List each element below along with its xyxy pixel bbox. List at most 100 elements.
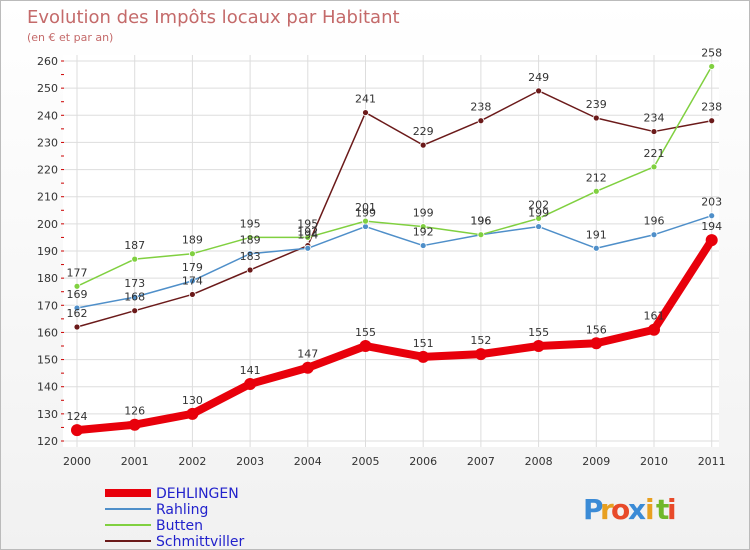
brand-logo-letter: t <box>656 493 669 526</box>
brand-logo-letter: P <box>583 493 604 526</box>
x-tick-label: 2002 <box>178 455 206 468</box>
y-tick-label: 140 <box>37 381 58 394</box>
data-label-butten: 202 <box>528 198 549 211</box>
data-point-schmittviller <box>131 307 139 315</box>
data-point-butten <box>188 250 196 258</box>
data-point-butten <box>419 223 427 230</box>
brand-logo-letter: r <box>600 493 614 526</box>
data-label-schmittviller: 238 <box>470 101 491 114</box>
brand-logo-letter: x <box>628 493 646 526</box>
data-label-schmittviller: 174 <box>182 274 203 287</box>
data-label-schmittviller: 183 <box>240 250 261 263</box>
data-point-rahling <box>650 231 658 239</box>
data-point-schmittviller <box>73 323 81 331</box>
data-point-schmittviller <box>362 109 369 116</box>
data-point-butten <box>304 234 312 241</box>
data-label-rahling: 169 <box>67 288 88 301</box>
data-point-rahling <box>131 293 139 301</box>
data-label-rahling: 196 <box>470 215 491 228</box>
data-label-dehlingen: 124 <box>67 410 88 423</box>
data-point-dehlingen <box>590 337 603 350</box>
y-tick-label: 210 <box>37 191 58 204</box>
chart-subtitle: (en € et par an) <box>27 31 113 44</box>
y-tick-label: 220 <box>37 164 58 177</box>
data-label-schmittviller: 239 <box>586 98 607 111</box>
data-point-butten <box>131 255 139 263</box>
data-point-butten <box>592 187 600 195</box>
series-line-schmittviller <box>76 90 712 328</box>
y-tick-label: 160 <box>37 326 58 339</box>
data-point-rahling <box>304 244 312 252</box>
series-line-butten <box>76 66 713 287</box>
y-tick-label: 260 <box>37 55 58 68</box>
brand-logo-letter: i <box>645 493 655 526</box>
data-point-schmittviller <box>592 114 600 122</box>
data-label-rahling: 192 <box>413 226 434 239</box>
data-point-schmittviller <box>477 117 485 125</box>
data-label-schmittviller: 249 <box>528 71 549 84</box>
data-label-rahling: 199 <box>528 207 549 220</box>
data-point-rahling <box>188 277 196 285</box>
legend-label: Schmittviller <box>156 534 245 549</box>
data-point-rahling <box>246 250 254 258</box>
x-tick-label: 2005 <box>352 455 380 468</box>
brand-logo-letter: o <box>611 493 630 526</box>
data-point-butten <box>650 163 658 171</box>
y-tick-label: 250 <box>37 82 58 95</box>
data-label-butten: 187 <box>124 239 145 252</box>
x-tick-label: 2001 <box>121 455 149 468</box>
data-point-dehlingen <box>532 340 545 352</box>
series-line-dehlingen <box>76 237 716 435</box>
data-label-schmittviller: 168 <box>124 291 145 304</box>
data-label-schmittviller: 229 <box>413 125 434 138</box>
x-tick-label: 2009 <box>582 455 610 468</box>
data-point-schmittviller <box>188 291 196 298</box>
data-label-butten: 195 <box>297 217 318 230</box>
y-tick-label: 170 <box>37 299 58 312</box>
x-tick-label: 2004 <box>294 455 322 468</box>
data-point-dehlingen <box>705 234 718 247</box>
data-label-dehlingen: 147 <box>297 348 318 361</box>
data-label-rahling: 199 <box>355 207 376 220</box>
data-label-rahling: 194 <box>297 228 318 241</box>
data-label-rahling: 173 <box>124 277 145 290</box>
data-label-dehlingen: 194 <box>701 220 722 233</box>
data-point-butten <box>362 217 369 225</box>
data-point-dehlingen <box>301 361 314 374</box>
legend-label: Rahling <box>156 502 208 518</box>
data-point-schmittviller <box>708 117 716 125</box>
chart-title: Evolution des Impôts locaux par Habitant <box>27 7 400 28</box>
data-point-rahling <box>419 242 427 249</box>
data-label-butten: 195 <box>240 217 261 230</box>
y-tick-label: 200 <box>37 218 58 231</box>
data-point-schmittviller <box>246 266 254 274</box>
data-label-butten: 199 <box>413 207 434 220</box>
y-tick-label: 190 <box>37 245 58 258</box>
data-label-dehlingen: 141 <box>240 364 261 377</box>
data-label-schmittviller: 238 <box>701 101 722 114</box>
data-point-schmittviller <box>419 141 427 149</box>
data-point-dehlingen <box>474 348 487 361</box>
data-point-dehlingen <box>186 407 199 420</box>
data-label-dehlingen: 155 <box>528 326 549 339</box>
data-point-dehlingen <box>128 418 141 431</box>
series-line-rahling <box>76 215 712 309</box>
data-point-butten <box>73 282 81 290</box>
data-label-rahling: 196 <box>644 215 665 228</box>
data-label-butten: 212 <box>586 171 607 184</box>
data-label-dehlingen: 155 <box>355 326 376 339</box>
data-label-rahling: 191 <box>586 228 607 241</box>
data-label-butten: 177 <box>67 266 88 279</box>
y-tick-label: 130 <box>37 408 58 421</box>
y-tick-label: 230 <box>37 136 58 149</box>
x-tick-label: 2007 <box>467 455 495 468</box>
data-label-butten: 189 <box>182 234 203 247</box>
y-tick-label: 120 <box>37 435 58 448</box>
data-label-dehlingen: 130 <box>182 394 203 407</box>
data-point-dehlingen <box>359 340 372 352</box>
data-point-dehlingen <box>244 378 257 390</box>
data-label-schmittviller: 192 <box>297 226 318 239</box>
x-tick-label: 2008 <box>525 455 553 468</box>
data-label-rahling: 179 <box>182 261 203 274</box>
data-label-dehlingen: 156 <box>586 323 607 336</box>
